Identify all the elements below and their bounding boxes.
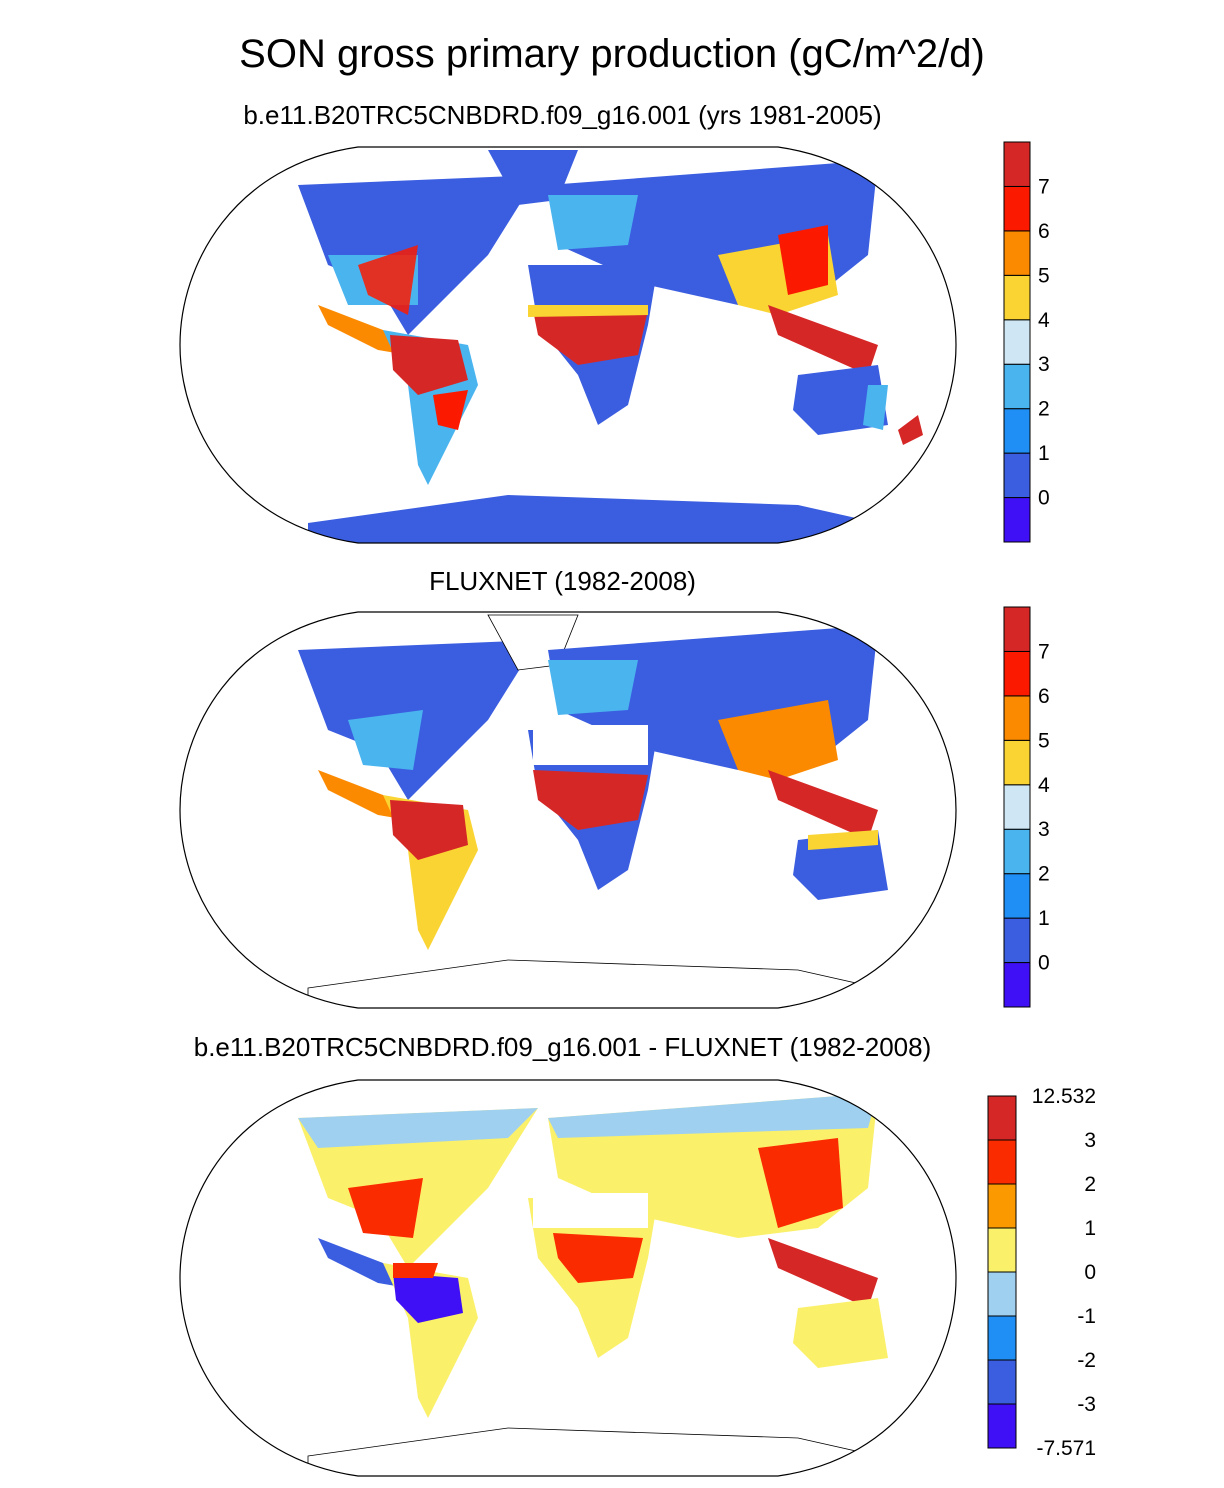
colorbar-box <box>987 1095 1017 1141</box>
antarctica <box>308 495 878 543</box>
colorbar-box <box>987 1227 1017 1273</box>
colorbar-tick-label: 7 <box>1038 640 1050 663</box>
colorbar-tick-label: -2 <box>1077 1349 1096 1372</box>
colorbar-box <box>1003 606 1031 652</box>
colorbar-box <box>1003 650 1031 697</box>
east-asia <box>778 225 828 295</box>
panel-2-subtitle: FLUXNET (1982-2008) <box>429 566 696 596</box>
figure-title: SON gross primary production (gC/m^2/d) <box>239 32 985 76</box>
colorbar-tick-label: 1 <box>1038 442 1050 465</box>
colorbar-tick-label: 0 <box>1038 487 1050 510</box>
se-asia <box>768 770 878 840</box>
colorbar-box <box>1003 408 1031 454</box>
central-america <box>318 1238 408 1288</box>
colorbar-box <box>987 1403 1017 1449</box>
colorbar-tick-label: 1 <box>1084 1217 1096 1240</box>
se-asia <box>768 305 878 375</box>
colorbar-box <box>1003 274 1031 321</box>
australia-east <box>863 385 888 430</box>
europe-west <box>548 195 638 250</box>
usa-east <box>348 1178 423 1238</box>
colorbar-box <box>987 1271 1017 1317</box>
colorbar-tick-label: -1 <box>1077 1305 1096 1328</box>
africa-tropics <box>533 310 648 365</box>
usa-southeast <box>358 245 418 315</box>
colorbar-box <box>987 1139 1017 1185</box>
panel-3-subtitle: b.e11.B20TRC5CNBDRD.f09_g16.001 - FLUXNE… <box>193 1032 932 1062</box>
amazon <box>390 800 468 860</box>
colorbar-tick-label: 5 <box>1038 729 1050 752</box>
colorbar-tick-label: 4 <box>1038 774 1050 797</box>
brazil-east <box>433 390 468 430</box>
east-asia <box>758 1138 843 1228</box>
se-asia <box>768 1238 878 1308</box>
colorbar-box <box>1003 363 1031 410</box>
sahara <box>533 1193 648 1228</box>
usa-east <box>348 710 423 770</box>
colorbar-box <box>1003 230 1031 276</box>
colorbar-box <box>1003 873 1031 919</box>
eurasia-north <box>548 1093 878 1138</box>
amazon-north <box>393 1263 438 1278</box>
africa-tropics <box>533 770 648 830</box>
new-zealand <box>898 415 923 445</box>
colorbar-box <box>1003 828 1031 875</box>
panel-1-map <box>179 146 957 544</box>
amazon-negative <box>393 1273 463 1323</box>
colorbar-tick-label: 0 <box>1084 1261 1096 1284</box>
colorbar-tick-label: 2 <box>1084 1173 1096 1196</box>
colorbar-tick-label: 2 <box>1038 398 1050 421</box>
colorbar-tick-label: -7.571 <box>1036 1437 1096 1460</box>
colorbar-box <box>1003 141 1031 187</box>
central-america <box>318 305 408 355</box>
colorbar-tick-label: 4 <box>1038 309 1050 332</box>
colorbar-tick-label: 3 <box>1038 353 1050 376</box>
africa-tropics <box>553 1233 643 1283</box>
colorbar-box <box>1003 452 1031 499</box>
colorbar-tick-label: 5 <box>1038 264 1050 287</box>
colorbar-box <box>1003 497 1031 543</box>
colorbar-tick-label: 2 <box>1038 863 1050 886</box>
north-america-north <box>298 1108 538 1148</box>
colorbar-box <box>1003 319 1031 365</box>
colorbar-box <box>987 1315 1017 1361</box>
sahel <box>528 305 648 317</box>
colorbar-tick-label: 12.532 <box>1032 1085 1096 1108</box>
panel-3-map <box>179 1079 957 1477</box>
colorbar-tick-label: 1 <box>1038 907 1050 930</box>
colorbar-tick-label: 7 <box>1038 175 1050 198</box>
sahara <box>533 725 648 765</box>
antarctica <box>307 959 879 1008</box>
australia-north <box>808 830 878 850</box>
colorbar-box <box>1003 695 1031 741</box>
panel-2-colorbar: 0 1 2 3 4 5 6 7 <box>1003 606 1050 1008</box>
amazon <box>390 335 468 395</box>
australia <box>793 1298 888 1368</box>
colorbar-tick-label: 6 <box>1038 220 1050 243</box>
colorbar-tick-label: -3 <box>1077 1393 1096 1416</box>
colorbar-tick-label: 0 <box>1038 952 1050 975</box>
colorbar-box <box>987 1359 1017 1405</box>
colorbar-tick-label: 6 <box>1038 685 1050 708</box>
panel-1-subtitle: b.e11.B20TRC5CNBDRD.f09_g16.001 (yrs 198… <box>243 100 882 130</box>
colorbar-tick-label: 3 <box>1084 1129 1096 1152</box>
colorbar-box <box>1003 739 1031 786</box>
panel-3-colorbar: -7.571 -3 -2 -1 0 1 2 3 12.532 <box>987 1085 1096 1460</box>
panel-2-map <box>179 611 957 1009</box>
colorbar-box <box>1003 784 1031 830</box>
south-asia <box>718 700 838 780</box>
colorbar-box <box>1003 917 1031 964</box>
panel-1-colorbar: 0 1 2 3 4 5 6 7 <box>1003 141 1050 543</box>
central-america <box>318 770 408 820</box>
europe-west <box>548 660 638 715</box>
colorbar-tick-label: 3 <box>1038 818 1050 841</box>
colorbar-box <box>987 1183 1017 1229</box>
antarctica <box>307 1427 879 1476</box>
colorbar-box <box>1003 962 1031 1008</box>
colorbar-box <box>1003 185 1031 232</box>
